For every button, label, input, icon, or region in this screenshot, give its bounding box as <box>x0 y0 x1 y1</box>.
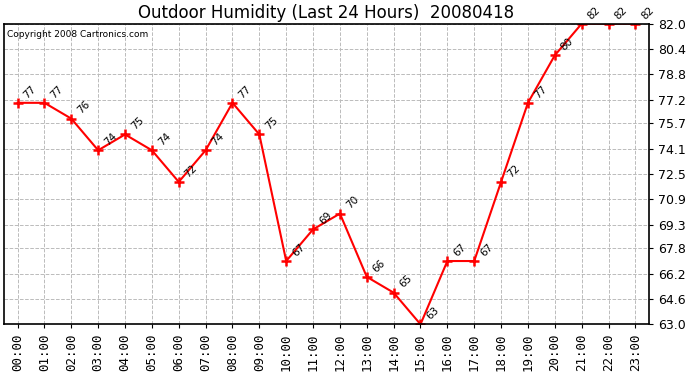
Text: 75: 75 <box>264 115 280 132</box>
Text: 82: 82 <box>640 4 656 21</box>
Text: 77: 77 <box>237 84 253 100</box>
Text: 67: 67 <box>478 242 495 258</box>
Text: 72: 72 <box>505 163 522 179</box>
Text: 63: 63 <box>424 305 441 321</box>
Title: Outdoor Humidity (Last 24 Hours)  20080418: Outdoor Humidity (Last 24 Hours) 2008041… <box>139 4 515 22</box>
Text: 66: 66 <box>371 258 387 274</box>
Text: 77: 77 <box>532 84 549 100</box>
Text: 72: 72 <box>183 163 199 179</box>
Text: 67: 67 <box>290 242 307 258</box>
Text: 70: 70 <box>344 194 360 211</box>
Text: 74: 74 <box>102 131 119 147</box>
Text: 77: 77 <box>22 84 38 100</box>
Text: 74: 74 <box>156 131 172 147</box>
Text: 75: 75 <box>129 115 146 132</box>
Text: 67: 67 <box>451 242 468 258</box>
Text: 65: 65 <box>398 273 414 290</box>
Text: 69: 69 <box>317 210 334 226</box>
Text: 80: 80 <box>559 36 575 52</box>
Text: 82: 82 <box>613 4 629 21</box>
Text: 82: 82 <box>586 4 602 21</box>
Text: 77: 77 <box>48 84 65 100</box>
Text: Copyright 2008 Cartronics.com: Copyright 2008 Cartronics.com <box>8 30 148 39</box>
Text: 74: 74 <box>210 131 226 147</box>
Text: 76: 76 <box>75 99 92 116</box>
